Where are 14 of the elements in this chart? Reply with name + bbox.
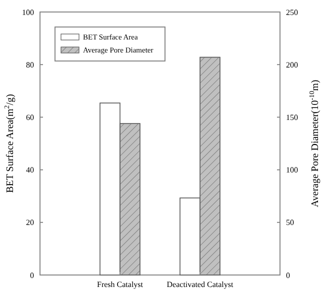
x-tick-label: Fresh Catalyst xyxy=(97,280,144,289)
y-tick-label: 100 xyxy=(22,8,34,17)
y-tick-label: 20 xyxy=(26,218,34,228)
y2-tick-label: 100 xyxy=(286,166,298,175)
y-tick-label: 0 xyxy=(30,270,34,280)
y2-tick-label: 250 xyxy=(286,8,298,17)
y2-tick-label: 200 xyxy=(286,60,298,70)
y-tick-label: 40 xyxy=(26,166,34,175)
y2-tick-label: 50 xyxy=(286,218,294,228)
y2-tick-label: 0 xyxy=(286,270,290,280)
x-tick-label: Deactivated Catalyst xyxy=(166,280,234,289)
y2-tick-label: 150 xyxy=(286,113,298,122)
y-tick-label: 80 xyxy=(26,60,34,70)
y-tick-label: 60 xyxy=(26,113,34,122)
